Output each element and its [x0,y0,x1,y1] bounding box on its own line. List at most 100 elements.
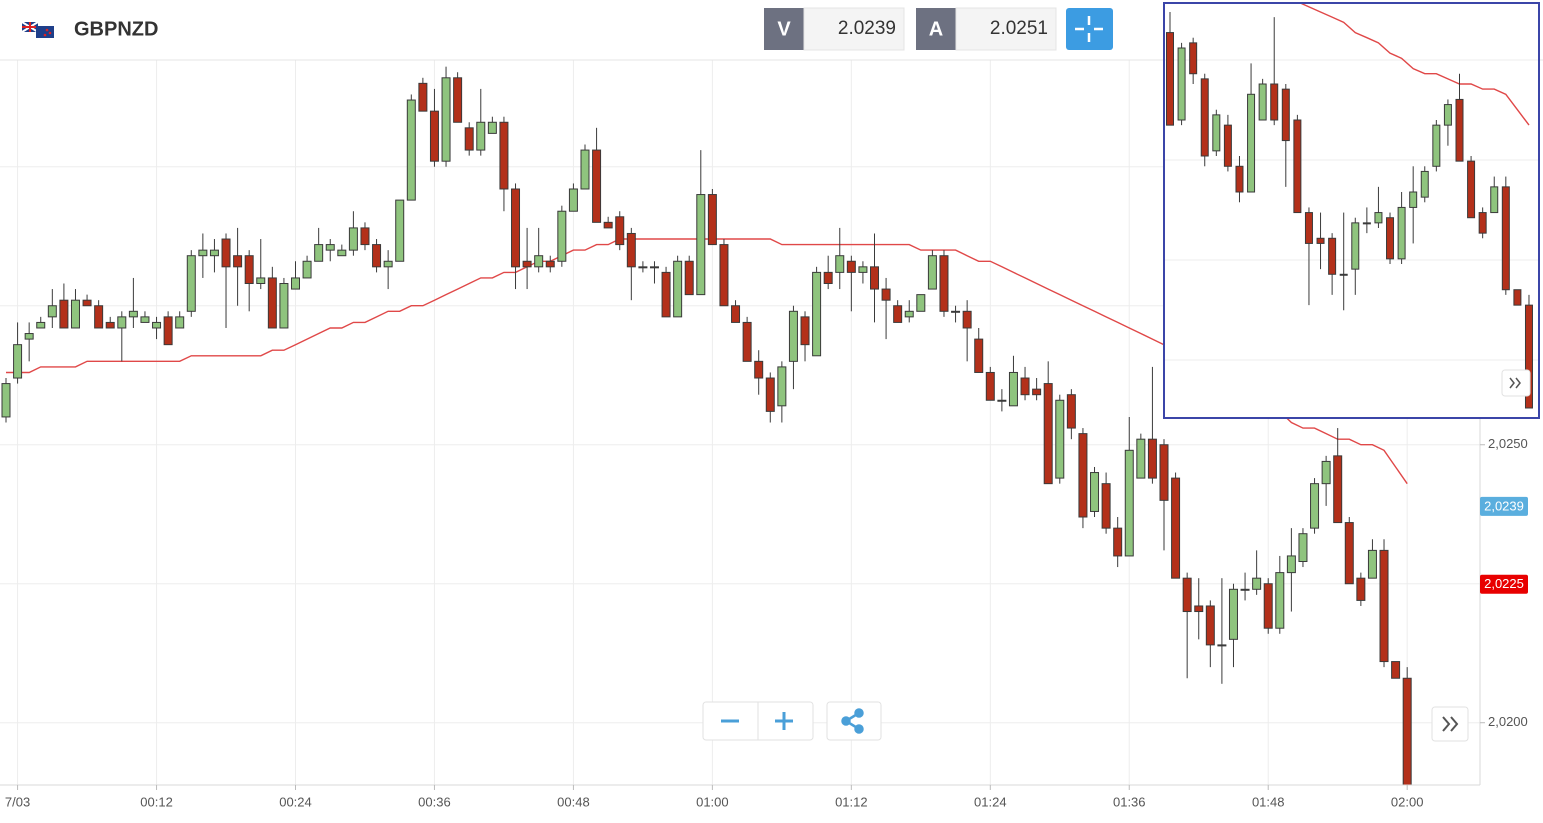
candle-body [221,238,231,268]
ask-label-box[interactable] [916,8,956,50]
candle-body [557,210,567,262]
candle-body [395,199,405,262]
candle-body [1386,217,1395,260]
candle-body [499,121,509,190]
candle-body [1200,78,1209,157]
candle-body [476,121,486,151]
inset-view [1163,2,1540,419]
crosshair-icon [1075,16,1103,42]
zoom-in-icon [775,712,793,730]
scroll-end-icon [1442,716,1459,732]
inset-frame [1163,2,1540,419]
candle-body [1467,160,1476,219]
zoom-controls [702,701,1469,742]
flag-icon [21,21,54,38]
candle-body [927,255,937,290]
candle-body [1212,114,1221,152]
candle-body [441,77,451,162]
candle-body [1270,83,1279,121]
candle-body [997,399,1007,402]
candle-body [568,188,578,212]
candle-body [1321,460,1331,485]
plot-area [0,60,1480,785]
candle-body [1513,289,1522,306]
inset-scroll-button[interactable] [1501,369,1531,397]
price-badge-label: 2,0225 [1484,576,1524,591]
candle-body [59,299,69,329]
share-icon [841,708,864,734]
candle-body [233,255,243,268]
candle-body [175,316,185,329]
x-tick-label: 01:00 [696,794,729,809]
candle-body [719,244,729,307]
candle-body [163,316,173,346]
candle-body [1166,32,1174,126]
candle-body [198,249,208,257]
bid-value: 2.0239 [838,18,896,39]
x-tick-label: 01:12 [835,794,868,809]
candle-body [951,310,961,313]
candle-body [1217,644,1227,647]
candle-body [1409,191,1418,208]
candle-body [267,277,277,329]
candle-body [406,99,416,201]
x-tick-label: 01:36 [1113,794,1146,809]
moving-average [1300,4,1530,126]
candle-body [152,321,162,329]
candle-body [209,249,219,257]
share-button[interactable] [826,701,882,741]
candle-body [348,227,358,251]
candle-body [1281,88,1290,142]
candle-body [1286,555,1296,574]
candle-body [82,299,92,307]
bid-label-box[interactable] [764,8,804,50]
candle-body [1247,93,1256,193]
candle-body [673,260,683,318]
candle-body [1367,549,1377,579]
candle-body [1478,212,1487,234]
candle-body [545,260,555,268]
candle-body [24,333,34,340]
ask-value-box[interactable] [955,7,1057,51]
candle-body [649,266,659,269]
candle-body [186,255,196,312]
candle-body [1055,399,1065,479]
candle-body [256,277,266,285]
candle-body [1397,206,1406,260]
candle-body [754,360,764,379]
crosshair-button[interactable] [1066,8,1113,50]
candle-body [464,127,474,151]
candle-body [1240,588,1250,591]
candle-body [1182,577,1192,613]
x-tick-label: 00:24 [279,794,312,809]
candle-body [893,305,903,323]
candle-body [1,383,11,418]
candle-body [707,194,717,246]
candle-body [962,310,972,329]
candle-body [314,244,324,262]
y-tick-label: 2,0200 [1488,714,1528,729]
x-tick-label: 00:36 [418,794,451,809]
ask-value: 2.0251 [990,18,1048,39]
candle-body [800,316,810,346]
candle-body [383,260,393,268]
candle-body [1443,104,1452,126]
candle-body [696,194,706,296]
candle-body [742,321,752,362]
candle-body [429,110,439,162]
candle-body [661,271,671,318]
bid-value-box[interactable] [803,7,905,51]
candle-body [1310,483,1320,529]
candle-body [1136,438,1146,479]
candle-body [1032,388,1042,396]
candle-body [1171,477,1181,579]
candle-body [522,260,532,268]
candle-body [105,321,115,329]
candle-body [1205,605,1215,646]
candle-body [337,249,347,257]
candle-body [70,299,80,329]
candle-body [1490,186,1499,214]
candle-body [1113,527,1123,557]
